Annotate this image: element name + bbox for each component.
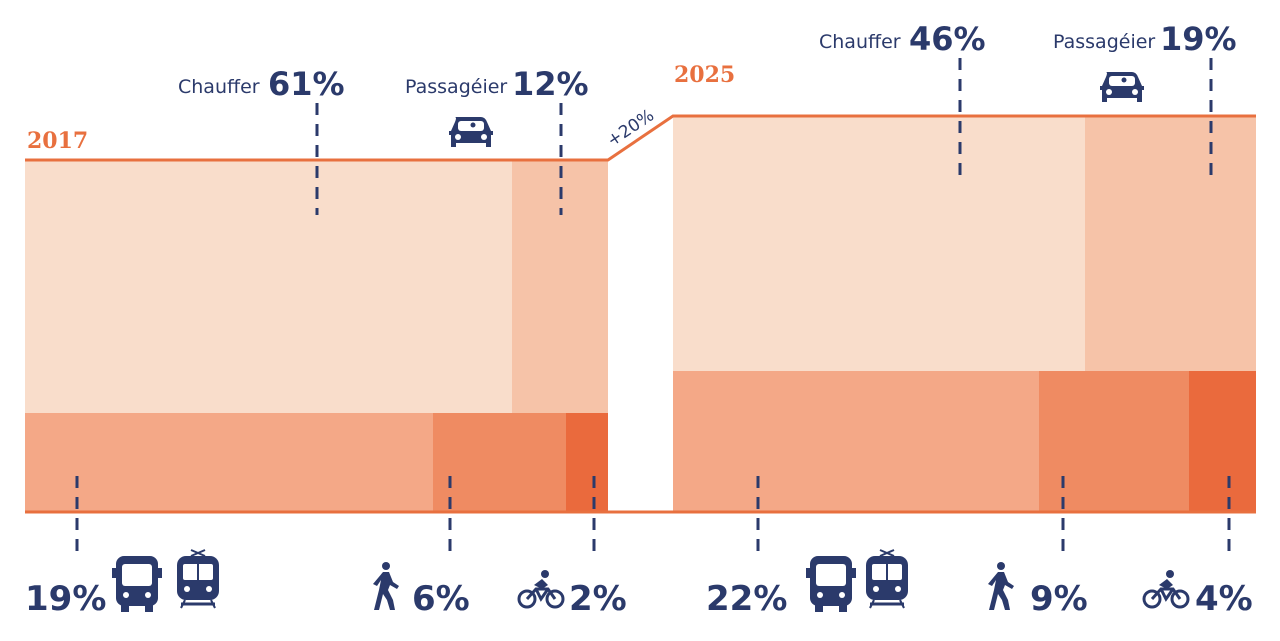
bar-2025-chauffer bbox=[673, 116, 1085, 371]
cyclist-icon bbox=[517, 568, 565, 609]
bar-2017-transit bbox=[25, 413, 433, 512]
bar-2025-bike bbox=[1189, 371, 1256, 512]
value-chauffer-2017: 61% bbox=[268, 65, 345, 103]
label-passagier-2025: Passagéier bbox=[1053, 31, 1155, 53]
bus-icon bbox=[112, 556, 162, 612]
value-transit-2025: 22% bbox=[706, 579, 787, 619]
year-label-2017: 2017 bbox=[27, 128, 88, 154]
walker-icon bbox=[373, 562, 399, 610]
value-passagier-2025: 19% bbox=[1160, 20, 1237, 58]
train-icon bbox=[864, 548, 910, 610]
cyclist-icon bbox=[1142, 568, 1190, 609]
bar-2025-transit bbox=[673, 371, 1039, 512]
bus-icon bbox=[806, 556, 856, 612]
walker-icon bbox=[988, 562, 1014, 610]
bar-2025-walk bbox=[1039, 371, 1189, 512]
value-passagier-2017: 12% bbox=[512, 65, 589, 103]
bar-2017-bike bbox=[566, 413, 608, 512]
year-label-2025: 2025 bbox=[674, 62, 735, 88]
value-transit-2017: 19% bbox=[25, 579, 106, 619]
value-walk-2025: 9% bbox=[1030, 579, 1088, 619]
label-chauffer-2025: Chauffer bbox=[819, 31, 901, 53]
bar-2017-walk bbox=[433, 413, 566, 512]
train-icon bbox=[175, 548, 221, 610]
bar-2025-passagier bbox=[1085, 116, 1256, 371]
car-icon bbox=[449, 117, 493, 147]
value-bike-2017: 2% bbox=[569, 579, 627, 619]
bar-2017-passagier bbox=[512, 161, 608, 413]
total-line bbox=[25, 114, 1256, 162]
car-icon bbox=[1100, 72, 1144, 102]
label-passagier-2017: Passagéier bbox=[405, 76, 507, 98]
label-chauffer-2017: Chauffer bbox=[178, 76, 260, 98]
value-bike-2025: 4% bbox=[1195, 579, 1253, 619]
value-walk-2017: 6% bbox=[412, 579, 470, 619]
bar-2017-chauffer bbox=[25, 161, 512, 413]
value-chauffer-2025: 46% bbox=[909, 20, 986, 58]
